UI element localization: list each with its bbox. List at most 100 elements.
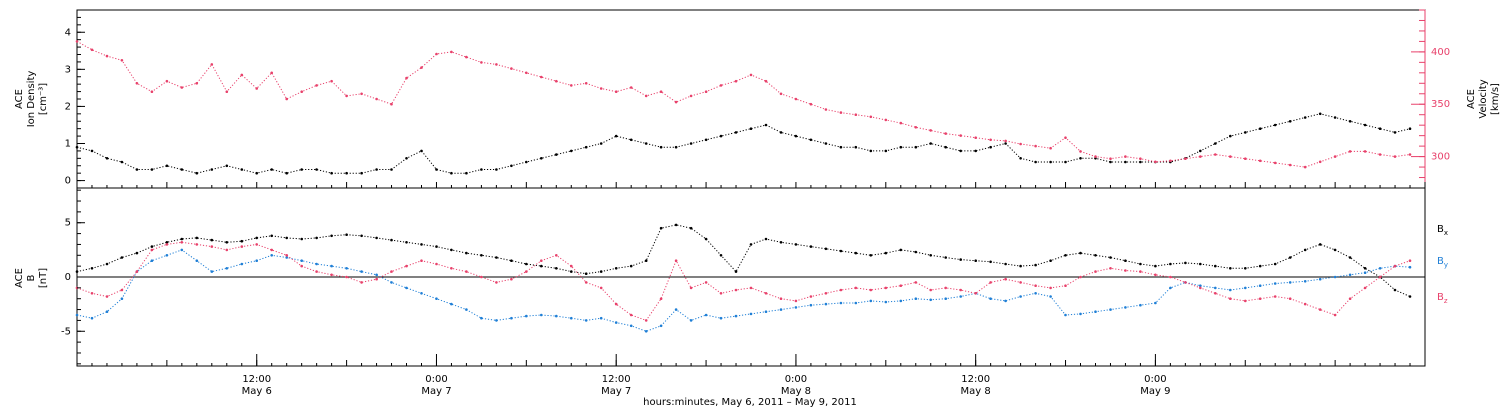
- density-point: [285, 171, 289, 175]
- bx-point: [704, 237, 708, 241]
- by-point: [180, 248, 184, 252]
- by-point: [375, 273, 378, 277]
- bx-point: [974, 259, 977, 263]
- by-point: [764, 310, 768, 314]
- bottom-ytick-label: -5: [61, 326, 71, 337]
- bz-point: [360, 281, 363, 284]
- velocity-point: [75, 40, 79, 43]
- bz-point: [345, 275, 348, 279]
- density-point: [779, 131, 783, 134]
- by-point: [599, 316, 603, 320]
- by-point: [360, 270, 363, 273]
- by-point: [1034, 292, 1037, 295]
- top-ylabel: ACE Ion Density [cm⁻³]: [14, 71, 49, 128]
- xtick-date-label: May 7: [601, 386, 631, 397]
- bx-point: [1348, 256, 1352, 259]
- bx-point: [75, 270, 79, 273]
- velocity-point: [1318, 160, 1322, 164]
- velocity-point: [674, 100, 678, 104]
- density-point: [435, 168, 438, 171]
- bz-point: [480, 275, 483, 279]
- bz-point: [1258, 297, 1262, 301]
- velocity-point: [540, 75, 543, 79]
- bx-point: [1408, 295, 1412, 298]
- by-point: [465, 308, 468, 311]
- density-point: [719, 134, 723, 138]
- bz-point: [1109, 267, 1112, 270]
- by-point: [734, 314, 738, 318]
- velocity-point: [1184, 157, 1187, 160]
- bx-point: [210, 238, 214, 242]
- by-point: [165, 254, 169, 257]
- density-point: [1199, 149, 1202, 153]
- velocity-point: [195, 82, 199, 85]
- velocity-point: [495, 63, 498, 66]
- bz-point: [1318, 308, 1322, 311]
- bx-point: [375, 236, 378, 240]
- bz-point: [255, 243, 258, 246]
- bx-point: [285, 236, 289, 240]
- bz-point: [629, 313, 633, 317]
- by-point: [1019, 295, 1022, 298]
- bz-point: [794, 299, 798, 303]
- by-point: [1229, 288, 1232, 292]
- density-point: [644, 142, 648, 145]
- density-point: [105, 157, 109, 160]
- bz-point: [1169, 275, 1172, 279]
- bx-point: [1288, 256, 1292, 259]
- velocity-point: [614, 90, 618, 93]
- bz-point: [974, 292, 977, 295]
- velocity-point: [465, 55, 468, 59]
- density-point: [1019, 157, 1022, 160]
- velocity-point: [644, 94, 648, 98]
- by-point: [719, 316, 723, 320]
- bz-point: [914, 281, 918, 284]
- density-point: [824, 142, 828, 145]
- bx-point: [225, 241, 229, 244]
- by-point: [1109, 308, 1112, 311]
- by-point: [1049, 295, 1052, 298]
- by-point: [794, 306, 798, 309]
- by-point: [749, 312, 753, 316]
- top-ytick-label: 3: [65, 64, 71, 75]
- bz-point: [300, 264, 304, 268]
- bx-point: [1273, 262, 1277, 266]
- bz-point: [435, 262, 438, 266]
- bz-point: [869, 288, 873, 292]
- by-point: [480, 316, 483, 320]
- velocity-point: [285, 97, 289, 101]
- by-point: [1288, 281, 1292, 284]
- bx-point: [674, 223, 678, 227]
- bx-point: [90, 267, 94, 270]
- legend-bx-sub: x: [1444, 229, 1448, 237]
- bx-point: [1199, 262, 1202, 266]
- velocity-point: [255, 87, 258, 90]
- bx-point: [1393, 288, 1397, 292]
- density-point: [1393, 131, 1397, 134]
- top-ylabel-line-3: [cm⁻³]: [38, 83, 49, 115]
- bz-point: [330, 273, 333, 277]
- bz-point: [165, 243, 169, 246]
- density-point: [315, 168, 318, 171]
- bz-point: [884, 286, 888, 290]
- bz-point: [180, 241, 184, 244]
- velocity-point: [1229, 155, 1232, 158]
- density-point: [405, 157, 408, 160]
- density-point: [704, 138, 708, 142]
- density-point: [749, 127, 753, 130]
- bz-point: [1034, 284, 1037, 288]
- velocity-point: [300, 90, 304, 93]
- by-point: [914, 297, 918, 301]
- density-point: [989, 145, 992, 149]
- velocity-point: [480, 61, 483, 64]
- velocity-point: [959, 134, 962, 137]
- density-point: [1034, 160, 1037, 164]
- by-point: [270, 254, 274, 257]
- xtick-time-label: 0:00: [425, 374, 447, 385]
- bz-point: [719, 292, 723, 295]
- bx-point: [779, 241, 783, 244]
- density-point: [809, 138, 813, 142]
- xtick-date-label: May 7: [421, 386, 451, 397]
- by-point: [1124, 306, 1127, 309]
- bx-point: [105, 262, 109, 266]
